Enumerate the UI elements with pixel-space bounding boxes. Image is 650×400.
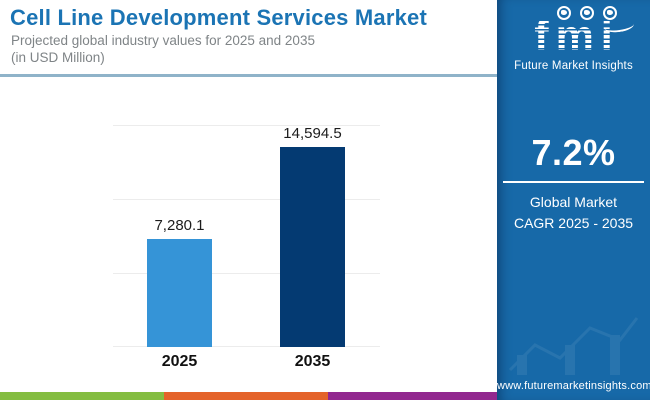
page-title: Cell Line Development Services Market (10, 5, 428, 30)
cagr-value: 7.2% (531, 132, 616, 173)
x-axis-labels: 2025 2035 (113, 353, 380, 377)
bar-group-2035: 14,594.5 (246, 125, 379, 347)
bar-2035 (280, 147, 345, 347)
cagr-divider (503, 181, 644, 183)
footer-stripe-orange (164, 392, 328, 400)
bar-value-label-2025: 7,280.1 (154, 217, 205, 234)
x-axis-label-2035: 2035 (294, 353, 331, 370)
header: Cell Line Development Services Market Pr… (0, 0, 497, 80)
fmi-logo: fmi Future Market Insights (497, 6, 650, 72)
footer-stripe-green (0, 392, 164, 400)
footer-stripe-purple (328, 392, 497, 400)
header-divider (0, 74, 497, 77)
logo-swoosh-icon (603, 17, 635, 35)
logo-globe-icons (523, 6, 650, 20)
subtitle-line-2: (in USD Million) (11, 50, 105, 65)
globe-map-icon-1 (556, 6, 571, 20)
subtitle-line-1: Projected global industry values for 202… (11, 33, 315, 48)
gridline-15000 (113, 125, 380, 126)
globe-map-icon-3 (602, 6, 617, 20)
bar-group-2025: 7,280.1 (113, 125, 246, 347)
globe-map-icon-2 (579, 6, 594, 20)
cagr-label-line-1: Global Market (529, 194, 618, 210)
logo-wordmark: fmi (527, 14, 620, 58)
gridline-10000 (113, 199, 380, 200)
chart-subtitle: Projected global industry values for 202… (11, 32, 491, 66)
footer-stripe (0, 392, 497, 400)
cagr-label-line-2: CAGR 2025 - 2035 (513, 215, 634, 231)
x-axis-label-2025: 2025 (161, 353, 198, 370)
bar-chart: 7,280.1 14,594.5 2025 2035 (0, 80, 497, 392)
cagr-block: 7.2% Global Market CAGR 2025 - 2035 (497, 132, 650, 234)
cagr-label: Global Market CAGR 2025 - 2035 (497, 192, 650, 234)
watermark-chart-decoration (508, 317, 639, 375)
website-url: www.futuremarketinsights.com (497, 380, 650, 392)
plot-area: 7,280.1 14,594.5 (113, 125, 380, 347)
bar-2025 (147, 239, 212, 347)
brand-panel: fmi Future Market Insights 7.2% Global M… (497, 0, 650, 400)
bar-value-label-2035: 14,594.5 (283, 125, 342, 142)
gridline-5000 (113, 273, 380, 274)
gridline-0 (113, 346, 380, 347)
logo-tagline: Future Market Insights (514, 60, 633, 72)
